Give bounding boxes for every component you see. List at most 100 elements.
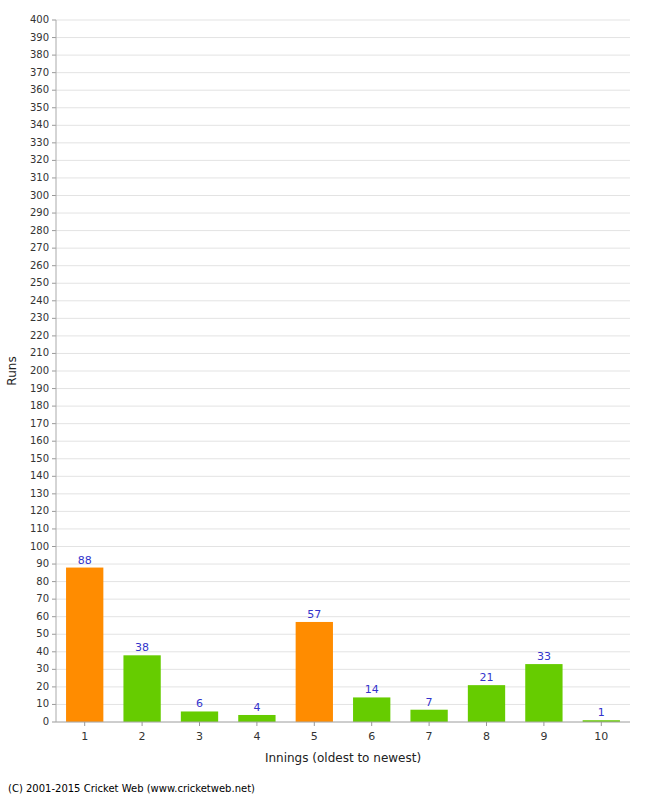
y-tick-label: 80 — [36, 576, 49, 587]
y-tick-label: 0 — [43, 716, 49, 727]
y-tick-label: 90 — [36, 558, 49, 569]
y-tick — [52, 55, 56, 56]
x-tick-label: 4 — [253, 730, 260, 743]
x-tick — [314, 722, 315, 726]
grid-line — [56, 564, 630, 565]
grid-line — [56, 125, 630, 126]
y-tick — [52, 195, 56, 196]
grid-line — [56, 142, 630, 143]
x-tick-label: 8 — [483, 730, 490, 743]
y-tick-label: 320 — [30, 154, 49, 165]
y-tick-label: 400 — [30, 14, 49, 25]
y-tick — [52, 125, 56, 126]
y-tick — [52, 528, 56, 529]
grid-line — [56, 318, 630, 319]
bar — [123, 655, 160, 722]
y-tick — [52, 90, 56, 91]
grid-line — [56, 423, 630, 424]
grid-line — [56, 37, 630, 38]
y-tick-label: 240 — [30, 295, 49, 306]
x-tick — [371, 722, 372, 726]
y-tick — [52, 371, 56, 372]
y-tick — [52, 634, 56, 635]
bars — [66, 568, 620, 722]
grid-line — [56, 300, 630, 301]
footer: (C) 2001-2015 Cricket Web (www.cricketwe… — [8, 783, 255, 794]
x-tick-label: 1 — [81, 730, 88, 743]
grid-line — [56, 160, 630, 161]
y-tick-label: 310 — [30, 172, 49, 183]
y-tick — [52, 230, 56, 231]
y-tick-label: 210 — [30, 347, 49, 358]
x-tick-label: 7 — [426, 730, 433, 743]
grid-line — [56, 528, 630, 529]
bar — [238, 715, 275, 722]
y-tick — [52, 686, 56, 687]
y-tick-label: 120 — [30, 505, 49, 516]
data-label: 38 — [135, 641, 149, 654]
y-tick — [52, 142, 56, 143]
y-tick — [52, 722, 56, 723]
x-tick-label: 3 — [196, 730, 203, 743]
data-label: 7 — [426, 696, 433, 709]
y-tick — [52, 177, 56, 178]
bar — [410, 710, 447, 722]
x-tick-label: 9 — [540, 730, 547, 743]
x-tick-label: 5 — [311, 730, 318, 743]
x-tick-label: 10 — [594, 730, 608, 743]
y-tick — [52, 335, 56, 336]
grid-line — [56, 546, 630, 547]
grid-line — [56, 55, 630, 56]
y-tick-label: 370 — [30, 67, 49, 78]
y-tick — [52, 213, 56, 214]
y-tick-label: 230 — [30, 312, 49, 323]
grid-line — [56, 213, 630, 214]
grid-line — [56, 177, 630, 178]
y-tick-label: 140 — [30, 470, 49, 481]
y-tick-label: 150 — [30, 453, 49, 464]
data-label: 88 — [78, 554, 92, 567]
x-tick — [601, 722, 602, 726]
y-tick-label: 340 — [30, 119, 49, 130]
data-labels: 8838645714721331 — [78, 554, 605, 720]
grid-line — [56, 107, 630, 108]
grid-line — [56, 493, 630, 494]
y-tick — [52, 599, 56, 600]
grid-line — [56, 20, 630, 21]
grid-line — [56, 388, 630, 389]
x-axis: 12345678910 — [81, 722, 608, 743]
y-tick-label: 300 — [30, 190, 49, 201]
y-tick-label: 390 — [30, 32, 49, 43]
y-tick — [52, 581, 56, 582]
y-tick — [52, 616, 56, 617]
grid-line — [56, 265, 630, 266]
y-tick-label: 70 — [36, 593, 49, 604]
y-tick-label: 40 — [36, 646, 49, 657]
grid-line — [56, 599, 630, 600]
y-tick — [52, 441, 56, 442]
y-tick-label: 10 — [36, 698, 49, 709]
bar — [296, 622, 333, 722]
y-tick-label: 260 — [30, 260, 49, 271]
y-tick — [52, 476, 56, 477]
y-tick — [52, 160, 56, 161]
bar — [525, 664, 562, 722]
grid-line — [56, 195, 630, 196]
y-tick — [52, 388, 56, 389]
grid-line — [56, 441, 630, 442]
grid-line — [56, 72, 630, 73]
grid-line — [56, 248, 630, 249]
y-axis: 0102030405060708090100110120130140150160… — [30, 14, 56, 727]
data-label: 57 — [307, 608, 321, 621]
grid-line — [56, 458, 630, 459]
y-tick — [52, 423, 56, 424]
y-axis-line — [56, 20, 57, 722]
y-tick — [52, 248, 56, 249]
grid-line — [56, 634, 630, 635]
y-axis-label: Runs — [5, 356, 19, 385]
y-tick — [52, 546, 56, 547]
y-tick-label: 280 — [30, 225, 49, 236]
x-tick — [142, 722, 143, 726]
grid-line — [56, 335, 630, 336]
chart: 0102030405060708090100110120130140150160… — [0, 0, 650, 800]
